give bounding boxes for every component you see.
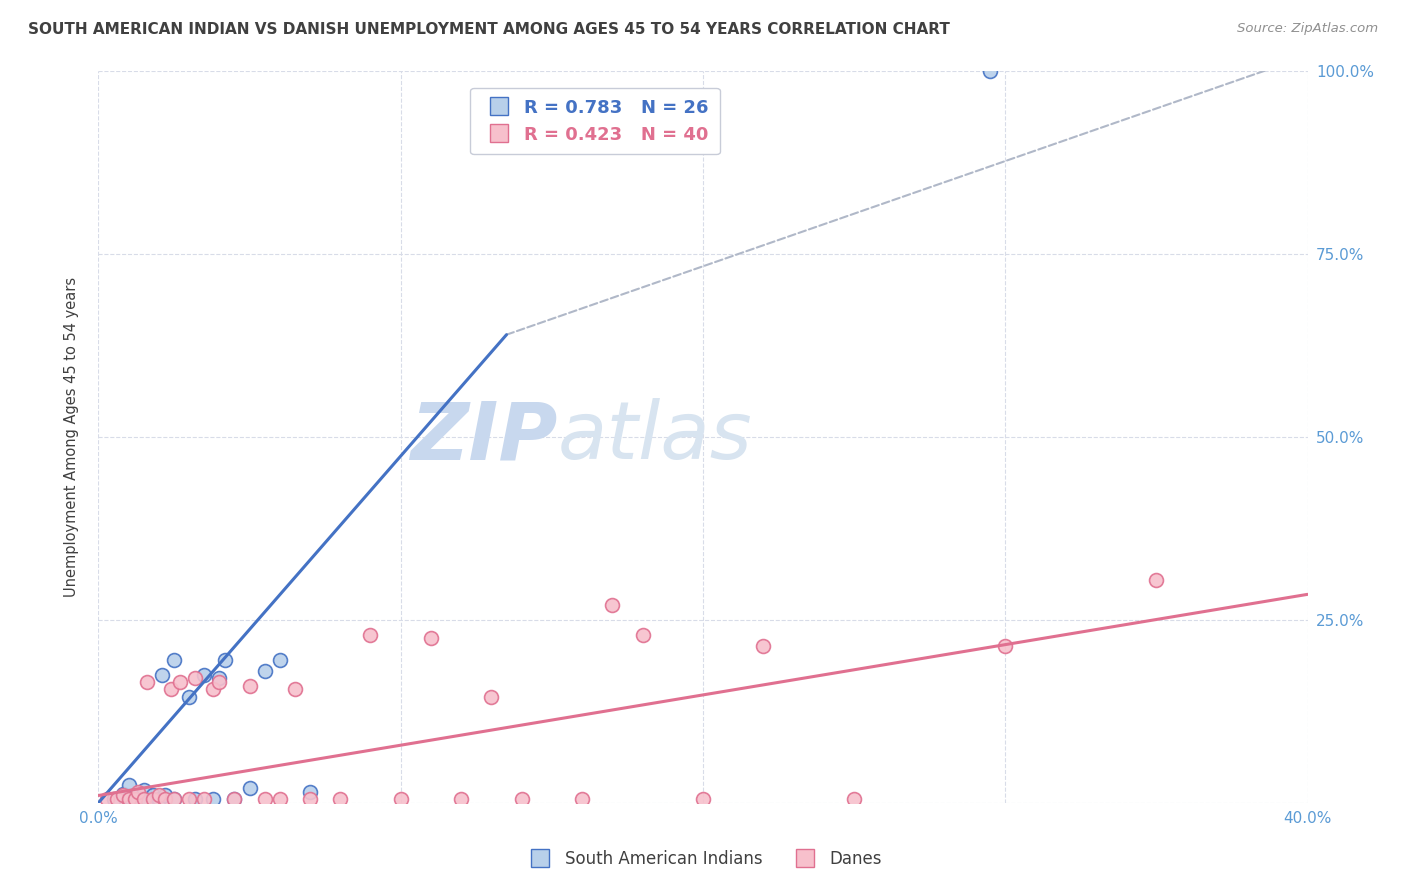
Point bbox=[253, 792, 276, 806]
Point bbox=[135, 792, 157, 806]
Point bbox=[111, 787, 134, 801]
Point bbox=[148, 792, 170, 806]
Point bbox=[153, 792, 176, 806]
Text: ZIP: ZIP bbox=[411, 398, 558, 476]
Point bbox=[481, 690, 503, 704]
Point bbox=[153, 789, 176, 803]
Y-axis label: Unemployment Among Ages 45 to 54 years: Unemployment Among Ages 45 to 54 years bbox=[65, 277, 79, 597]
Point bbox=[1144, 573, 1167, 587]
Point bbox=[193, 792, 215, 806]
Point bbox=[214, 653, 236, 667]
Point bbox=[420, 632, 443, 646]
Point bbox=[135, 675, 157, 690]
Point bbox=[124, 789, 146, 803]
Point bbox=[132, 792, 155, 806]
Point bbox=[163, 792, 186, 806]
Point bbox=[160, 682, 183, 697]
Point bbox=[692, 792, 714, 806]
Point bbox=[184, 672, 207, 686]
Point bbox=[179, 792, 201, 806]
Point bbox=[202, 792, 225, 806]
Point bbox=[450, 792, 472, 806]
Point bbox=[299, 785, 322, 799]
Point bbox=[284, 682, 307, 697]
Point bbox=[169, 675, 191, 690]
Point bbox=[752, 639, 775, 653]
Legend: R = 0.783   N = 26, R = 0.423   N = 40: R = 0.783 N = 26, R = 0.423 N = 40 bbox=[470, 87, 720, 154]
Point bbox=[571, 792, 593, 806]
Point bbox=[118, 777, 141, 792]
Point bbox=[127, 785, 149, 799]
Point bbox=[132, 782, 155, 797]
Point bbox=[224, 792, 246, 806]
Legend: South American Indians, Danes: South American Indians, Danes bbox=[517, 844, 889, 875]
Point bbox=[142, 792, 165, 806]
Point bbox=[510, 792, 533, 806]
Point bbox=[239, 679, 262, 693]
Point bbox=[602, 599, 624, 613]
Point bbox=[124, 792, 146, 806]
Point bbox=[163, 792, 186, 806]
Point bbox=[163, 653, 186, 667]
Point bbox=[105, 792, 128, 806]
Point bbox=[142, 789, 165, 803]
Point bbox=[193, 667, 215, 681]
Point bbox=[994, 639, 1017, 653]
Point bbox=[224, 792, 246, 806]
Point bbox=[148, 789, 170, 803]
Point bbox=[360, 627, 382, 641]
Point bbox=[118, 792, 141, 806]
Point bbox=[239, 781, 262, 796]
Text: SOUTH AMERICAN INDIAN VS DANISH UNEMPLOYMENT AMONG AGES 45 TO 54 YEARS CORRELATI: SOUTH AMERICAN INDIAN VS DANISH UNEMPLOY… bbox=[28, 22, 950, 37]
Point bbox=[111, 789, 134, 803]
Point bbox=[150, 667, 173, 681]
Point bbox=[389, 792, 412, 806]
Point bbox=[208, 675, 231, 690]
Point bbox=[127, 792, 149, 806]
Point bbox=[184, 792, 207, 806]
Point bbox=[208, 672, 231, 686]
Point bbox=[979, 64, 1001, 78]
Text: Source: ZipAtlas.com: Source: ZipAtlas.com bbox=[1237, 22, 1378, 36]
Point bbox=[269, 792, 291, 806]
Text: atlas: atlas bbox=[558, 398, 752, 476]
Point bbox=[253, 664, 276, 678]
Point bbox=[329, 792, 352, 806]
Point bbox=[103, 792, 125, 806]
Point bbox=[631, 627, 654, 641]
Point bbox=[202, 682, 225, 697]
Point bbox=[118, 789, 141, 804]
Point bbox=[96, 792, 118, 806]
Point bbox=[269, 653, 291, 667]
Point bbox=[299, 792, 322, 806]
Point bbox=[179, 690, 201, 704]
Point bbox=[844, 792, 866, 806]
